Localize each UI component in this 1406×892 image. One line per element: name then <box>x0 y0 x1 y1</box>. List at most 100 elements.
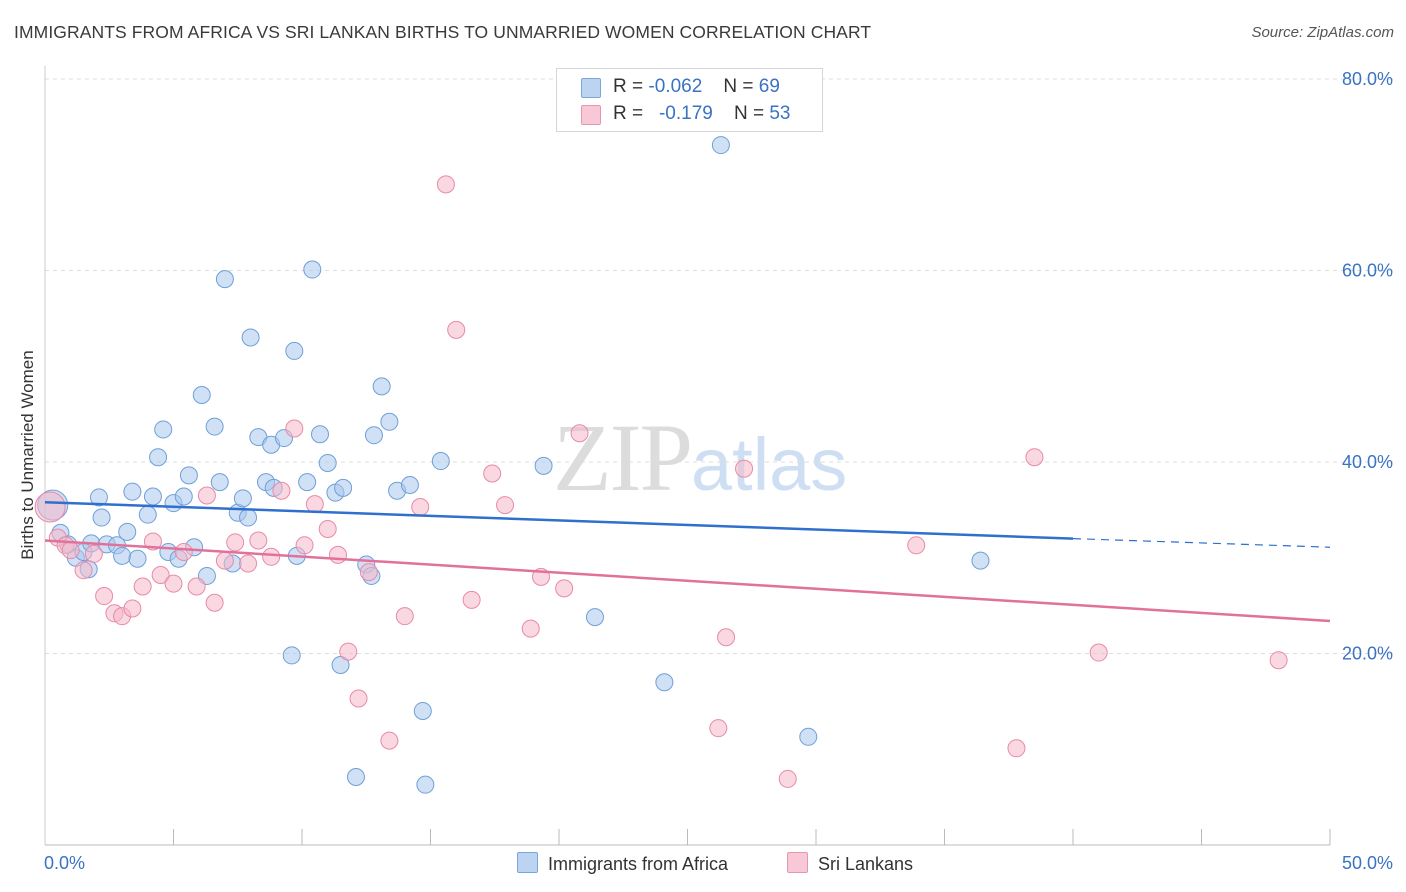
y-tick-label: 60.0% <box>1342 261 1393 281</box>
legend-r-value-srilanka: -0.179 <box>658 103 713 124</box>
africa-point <box>210 473 229 492</box>
srilanka-point <box>521 619 540 638</box>
africa-trend-line <box>44 500 1074 540</box>
x-tick-label: 0.0% <box>44 853 85 873</box>
srilanka-point <box>174 543 193 562</box>
srilanka-point <box>570 424 589 443</box>
legend-r-label-africa: R = <box>613 76 644 97</box>
srilanka-point <box>1089 643 1108 662</box>
legend-swatch-srilanka <box>581 105 601 125</box>
legend-r-label-srilanka: R = <box>613 103 644 124</box>
africa-point <box>585 608 604 627</box>
bottom-legend-africa: Immigrants from Africa <box>517 852 728 875</box>
stats-legend: R = -0.062 N = 69 R = -0.179 N = 53 <box>556 68 823 132</box>
srilanka-point <box>239 554 258 573</box>
africa-point <box>372 377 391 396</box>
srilanka-point <box>1025 448 1044 467</box>
srilanka-point <box>395 607 414 626</box>
srilanka-point <box>285 419 304 438</box>
africa-point <box>400 475 419 494</box>
y-tick-label: 20.0% <box>1342 644 1393 664</box>
srilanka-point <box>249 531 268 550</box>
srilanka-point <box>555 579 574 598</box>
srilanka-point <box>436 175 455 194</box>
srilanka-point <box>84 544 103 563</box>
bottom-legend-srilanka: Sri Lankans <box>787 852 913 875</box>
srilanka-point <box>61 541 80 560</box>
africa-point <box>711 136 730 155</box>
africa-point <box>143 487 162 506</box>
africa-point <box>799 727 818 746</box>
y-tick-label: 80.0% <box>1342 69 1393 89</box>
x-tick-label: 50.0% <box>1342 853 1393 873</box>
africa-point <box>205 417 224 436</box>
srilanka-point <box>359 563 378 582</box>
africa-point <box>534 456 553 475</box>
srilanka-point <box>133 577 152 596</box>
africa-point <box>431 452 450 471</box>
srilanka-point <box>74 561 93 580</box>
srilanka-point <box>349 689 368 708</box>
africa-point <box>192 385 211 404</box>
africa-point <box>241 328 260 347</box>
y-tick-label: 40.0% <box>1342 452 1393 472</box>
africa-point <box>89 488 108 507</box>
srilanka-point <box>1007 739 1026 758</box>
srilanka-point <box>717 628 736 647</box>
africa-point <box>239 508 258 527</box>
srilanka-point <box>95 587 114 606</box>
legend-n-label-srilanka: N = <box>733 103 765 124</box>
africa-point <box>413 701 432 720</box>
africa-point <box>334 478 353 497</box>
legend-n-label-africa: N = <box>723 76 754 97</box>
srilanka-point <box>187 577 206 596</box>
srilanka-point <box>34 491 66 523</box>
srilanka-point <box>735 459 754 478</box>
africa-point <box>113 546 132 565</box>
africa-point <box>149 448 168 467</box>
srilanka-point <box>496 496 515 515</box>
srilanka-trend-line <box>44 539 1331 623</box>
africa-point <box>92 508 111 527</box>
africa-point <box>303 260 322 279</box>
srilanka-point <box>328 545 347 564</box>
srilanka-point <box>226 533 245 552</box>
africa-point <box>138 505 157 524</box>
srilanka-point <box>143 532 162 551</box>
srilanka-point <box>164 574 183 593</box>
srilanka-point <box>305 495 324 514</box>
africa-point <box>118 522 137 541</box>
srilanka-point <box>295 536 314 555</box>
srilanka-point <box>151 565 170 584</box>
srilanka-point <box>197 486 216 505</box>
africa-point <box>282 646 301 665</box>
africa-point <box>416 775 435 794</box>
srilanka-point <box>778 769 797 788</box>
srilanka-point <box>318 520 337 539</box>
source-label: Source: ZipAtlas.com <box>1251 24 1394 41</box>
watermark-atlas: atlas <box>691 423 848 506</box>
africa-point <box>154 420 173 439</box>
africa-point <box>128 549 147 568</box>
srilanka-point <box>123 599 142 618</box>
bottom-legend-label-africa: Immigrants from Africa <box>548 854 729 874</box>
bottom-legend-swatch-srilanka <box>787 852 808 873</box>
chart-title: IMMIGRANTS FROM AFRICA VS SRI LANKAN BIR… <box>14 22 872 42</box>
africa-point <box>318 453 337 472</box>
africa-point <box>233 489 252 508</box>
africa-point <box>346 768 365 787</box>
srilanka-point <box>483 464 502 483</box>
srilanka-point <box>272 481 291 500</box>
watermark-zip: ZIP <box>553 404 693 511</box>
legend-n-value-srilanka: 53 <box>769 103 791 124</box>
legend-swatch-africa <box>581 78 601 98</box>
africa-point <box>380 412 399 431</box>
africa-point <box>179 466 198 485</box>
srilanka-point <box>205 593 224 612</box>
africa-point <box>971 551 990 570</box>
africa-point <box>174 487 193 506</box>
watermark: ZIPatlas <box>553 402 847 513</box>
srilanka-point <box>709 719 728 738</box>
srilanka-point <box>380 731 399 750</box>
